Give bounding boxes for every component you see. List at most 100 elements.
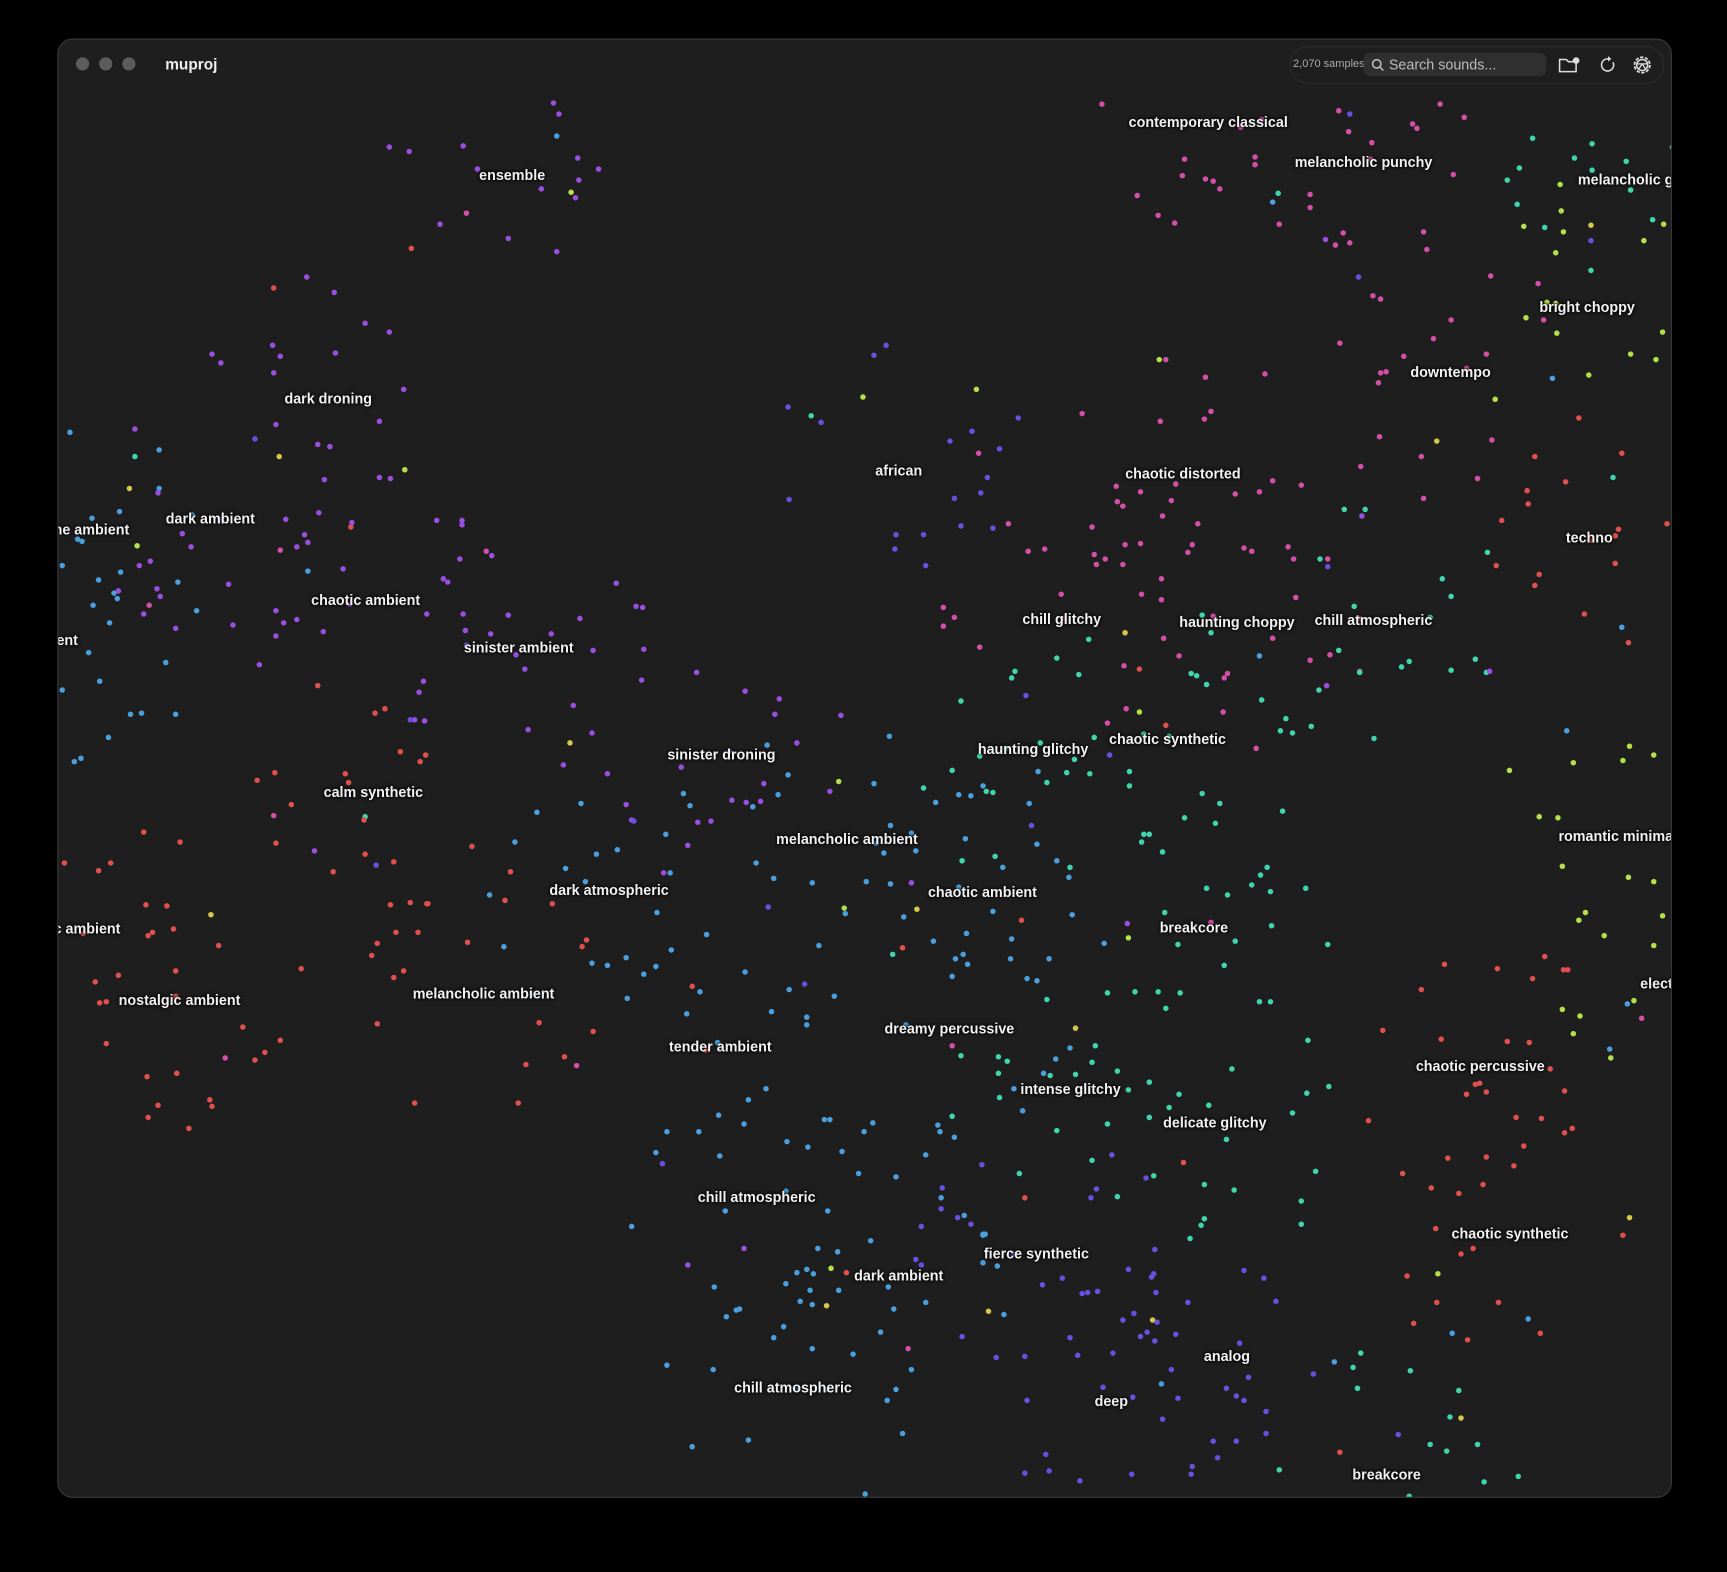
sample-point[interactable] — [831, 993, 837, 1000]
sample-point[interactable] — [1009, 936, 1015, 943]
sample-point[interactable] — [582, 878, 589, 884]
sample-point[interactable] — [90, 602, 96, 608]
sample-point[interactable] — [1298, 482, 1305, 488]
sample-point[interactable] — [1664, 520, 1670, 526]
sample-point[interactable] — [996, 446, 1003, 453]
sample-point[interactable] — [938, 1206, 944, 1212]
sample-point[interactable] — [1532, 582, 1538, 588]
sample-point[interactable] — [1193, 673, 1199, 679]
sample-point[interactable] — [1053, 655, 1060, 661]
sample-point[interactable] — [1504, 1038, 1511, 1045]
sample-point[interactable] — [114, 595, 121, 602]
sample-point[interactable] — [1241, 1397, 1248, 1403]
sample-point[interactable] — [914, 906, 920, 912]
sample-point[interactable] — [1358, 1350, 1364, 1356]
sample-point[interactable] — [1148, 1274, 1155, 1281]
sample-point[interactable] — [1129, 1394, 1136, 1400]
sample-point[interactable] — [1489, 437, 1495, 443]
sample-point[interactable] — [1163, 1005, 1170, 1012]
sample-point[interactable] — [1398, 664, 1404, 670]
sample-point[interactable] — [1022, 1469, 1028, 1476]
sample-point[interactable] — [1464, 1337, 1470, 1344]
sample-point[interactable] — [1554, 330, 1561, 336]
sample-point[interactable] — [990, 908, 996, 915]
sample-point[interactable] — [460, 143, 466, 150]
sample-point[interactable] — [1199, 790, 1206, 797]
sample-point[interactable] — [1232, 938, 1238, 945]
sample-point[interactable] — [1576, 1013, 1583, 1019]
sample-point[interactable] — [294, 544, 300, 550]
sample-point[interactable] — [1463, 1091, 1470, 1097]
sample-point[interactable] — [1336, 107, 1342, 114]
sample-point[interactable] — [695, 819, 701, 826]
sample-point[interactable] — [1659, 913, 1666, 919]
sample-point[interactable] — [1302, 885, 1309, 892]
sample-point[interactable] — [881, 850, 888, 857]
sample-point[interactable] — [804, 1022, 810, 1029]
sample-point[interactable] — [1076, 672, 1082, 678]
sample-point[interactable] — [628, 1223, 635, 1230]
sample-point[interactable] — [1136, 709, 1143, 715]
sample-point[interactable] — [1607, 1055, 1614, 1062]
sample-point[interactable] — [1448, 667, 1455, 673]
sample-point[interactable] — [1290, 556, 1297, 562]
sample-point[interactable] — [1438, 1036, 1445, 1042]
sample-point[interactable] — [1061, 615, 1068, 621]
sample-point[interactable] — [1586, 372, 1592, 378]
sample-point[interactable] — [589, 960, 595, 967]
sample-point[interactable] — [1077, 1478, 1084, 1484]
sample-point[interactable] — [878, 1329, 884, 1335]
sample-point[interactable] — [1404, 1272, 1410, 1279]
sample-point[interactable] — [294, 617, 300, 623]
sample-point[interactable] — [1052, 1056, 1059, 1063]
sample-point[interactable] — [1627, 743, 1633, 749]
sample-point[interactable] — [1176, 1091, 1182, 1097]
sample-point[interactable] — [1325, 564, 1331, 570]
sample-point[interactable] — [908, 879, 914, 886]
sample-point[interactable] — [792, 1387, 799, 1393]
sample-point[interactable] — [1221, 675, 1228, 682]
sample-point[interactable] — [1104, 1120, 1110, 1127]
sample-point[interactable] — [1248, 882, 1255, 888]
sample-point[interactable] — [390, 975, 397, 981]
sample-point[interactable] — [1486, 668, 1493, 674]
sample-point[interactable] — [530, 991, 536, 998]
sample-point[interactable] — [465, 939, 471, 946]
sample-point[interactable] — [320, 629, 327, 635]
sample-point[interactable] — [1203, 885, 1210, 891]
sample-point[interactable] — [1322, 236, 1328, 243]
sample-point[interactable] — [590, 1028, 596, 1035]
sample-point[interactable] — [859, 394, 866, 400]
sample-point[interactable] — [838, 1149, 845, 1155]
sample-point[interactable] — [1159, 849, 1166, 855]
minimize-window-button[interactable] — [99, 57, 113, 71]
sample-point[interactable] — [1331, 1359, 1338, 1365]
sample-point[interactable] — [1089, 524, 1095, 530]
sample-point[interactable] — [172, 711, 179, 718]
sample-point[interactable] — [899, 945, 906, 951]
sample-point[interactable] — [843, 1269, 849, 1275]
sample-point[interactable] — [305, 568, 311, 575]
sample-point[interactable] — [1176, 652, 1182, 659]
sample-point[interactable] — [348, 524, 354, 530]
sample-point[interactable] — [97, 999, 103, 1006]
sample-point[interactable] — [434, 517, 440, 524]
sample-point[interactable] — [810, 1270, 817, 1277]
sample-point[interactable] — [1308, 723, 1315, 730]
sample-point[interactable] — [95, 577, 102, 583]
sample-point[interactable] — [554, 133, 560, 139]
sample-point[interactable] — [707, 818, 714, 824]
sample-point[interactable] — [1256, 489, 1262, 495]
sample-point[interactable] — [61, 860, 68, 866]
sample-point[interactable] — [1406, 1493, 1413, 1497]
sample-point[interactable] — [1325, 1083, 1332, 1090]
sample-point[interactable] — [1587, 221, 1594, 228]
sample-point[interactable] — [1253, 745, 1259, 751]
sample-point[interactable] — [809, 1302, 816, 1308]
sample-point[interactable] — [1022, 1195, 1029, 1201]
close-window-button[interactable] — [75, 57, 90, 71]
sample-point[interactable] — [1428, 1184, 1434, 1191]
sample-point[interactable] — [127, 486, 133, 492]
sample-point[interactable] — [1071, 757, 1078, 763]
sample-point[interactable] — [959, 1333, 965, 1340]
